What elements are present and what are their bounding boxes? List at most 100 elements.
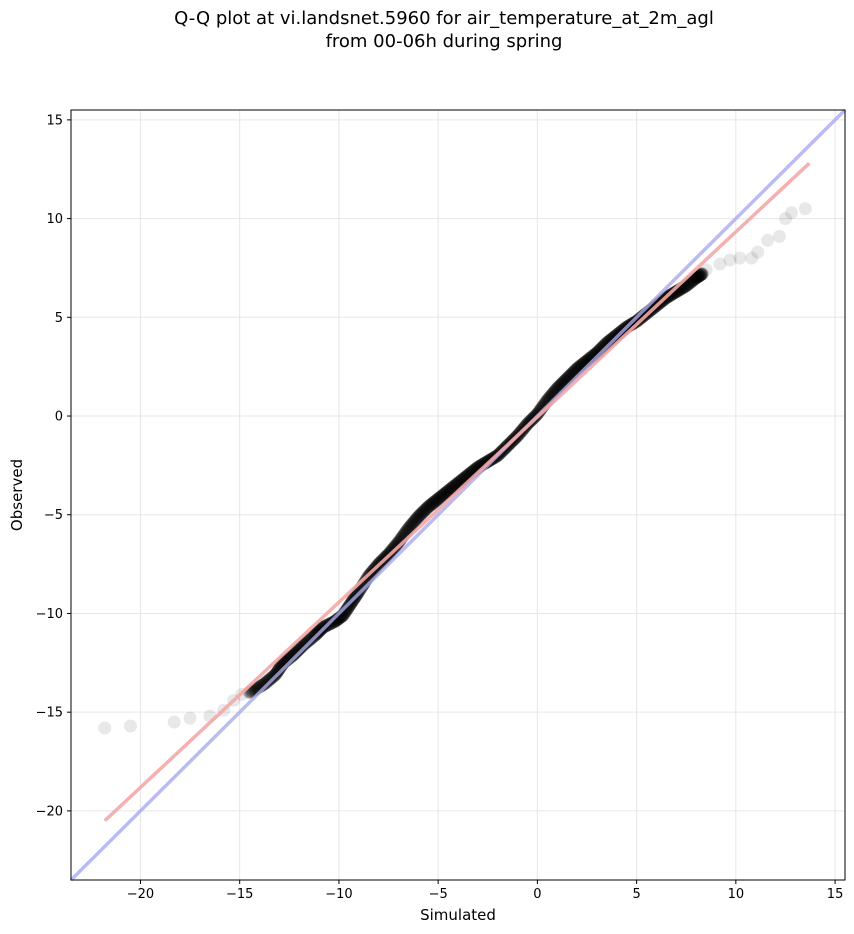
qq-point	[691, 270, 705, 284]
qq-point	[293, 641, 307, 655]
qq-point	[419, 502, 433, 516]
y-tick-label: −20	[36, 804, 63, 819]
x-tick-label: 5	[632, 887, 640, 902]
qq-point	[592, 344, 606, 358]
qq-point-faint	[773, 229, 787, 243]
x-axis-label: Simulated	[420, 906, 496, 924]
qq-point	[421, 500, 435, 514]
qq-point	[599, 337, 613, 351]
reference-lines	[69, 108, 847, 882]
qq-point-faint	[723, 253, 737, 267]
fit-line	[103, 162, 811, 823]
qq-point	[432, 491, 446, 505]
qq-point	[666, 286, 680, 300]
qq-point-faint	[778, 212, 792, 226]
qq-point	[272, 663, 286, 677]
qq-point	[289, 645, 303, 659]
grid-lines	[71, 110, 845, 880]
qq-point	[288, 646, 302, 660]
qq-point	[301, 634, 315, 648]
qq-point-faint	[798, 202, 812, 216]
qq-point	[597, 339, 611, 353]
qq-point	[412, 509, 426, 523]
qq-point	[438, 486, 452, 500]
qq-point-faint	[745, 251, 759, 265]
qq-point	[326, 616, 340, 630]
qq-point	[431, 492, 445, 506]
qq-point-faint	[699, 263, 713, 277]
x-tick-label: 15	[827, 887, 844, 902]
qq-point-faint	[98, 721, 112, 735]
y-tick-label: −10	[36, 607, 63, 622]
qq-point	[300, 635, 314, 649]
qq-point	[387, 541, 400, 555]
qq-point-faint	[733, 251, 747, 265]
qq-point	[297, 637, 311, 651]
qq-point	[595, 341, 609, 355]
qq-point	[305, 631, 319, 645]
qq-point	[402, 520, 416, 534]
qq-point	[688, 272, 702, 286]
qq-point	[411, 510, 425, 524]
qq-point	[695, 267, 709, 281]
qq-point	[341, 600, 355, 614]
x-tick-label: −10	[325, 887, 352, 902]
qq-point	[299, 636, 313, 650]
qq-point	[427, 495, 441, 509]
qq-point	[437, 487, 451, 501]
qq-point	[429, 494, 443, 508]
qq-point	[602, 334, 616, 348]
qq-point-faint	[167, 715, 181, 729]
qq-point	[327, 615, 341, 629]
qq-point	[387, 540, 401, 554]
qq-point	[689, 271, 703, 285]
qq-point	[271, 664, 285, 678]
qq-point	[440, 485, 454, 499]
qq-point	[693, 268, 707, 282]
x-tick-label: −20	[127, 887, 154, 902]
x-tick-label: 0	[533, 887, 541, 902]
qq-point	[386, 542, 400, 556]
qq-point	[442, 483, 456, 497]
qq-point	[444, 482, 458, 496]
qq-point	[433, 490, 447, 504]
y-axis-label: Observed	[8, 459, 26, 531]
y-tick-label: 5	[55, 311, 63, 326]
qq-point	[601, 335, 615, 349]
y-tick-label: 0	[55, 410, 63, 425]
chart-title-line-1: Q-Q plot at vi.landsnet.5960 for air_tem…	[174, 8, 714, 29]
qq-point	[302, 633, 316, 647]
qq-point	[665, 287, 679, 301]
qq-point	[270, 665, 284, 679]
qq-point	[628, 315, 642, 329]
chart-title-line-2: from 00-06h during spring	[325, 31, 563, 52]
qq-point	[286, 648, 300, 662]
qq-point	[389, 538, 403, 552]
qq-point	[603, 334, 617, 348]
qq-point	[593, 343, 607, 357]
qq-point	[295, 639, 309, 653]
qq-point-faint	[183, 711, 197, 725]
qq-point	[328, 614, 342, 628]
qq-point	[598, 338, 612, 352]
qq-point	[342, 599, 356, 613]
qq-point-faint	[751, 245, 765, 259]
qq-point	[265, 671, 279, 685]
qq-point	[414, 507, 428, 521]
qq-point	[401, 522, 415, 536]
qq-point	[596, 340, 610, 354]
qq-point	[303, 632, 317, 646]
qq-point	[403, 519, 417, 533]
qq-point	[264, 672, 278, 686]
x-tick-label: 10	[728, 887, 745, 902]
qq-point	[423, 498, 437, 512]
qq-point	[604, 333, 618, 347]
qq-point	[690, 270, 704, 284]
qq-point	[420, 501, 434, 515]
qq-point	[272, 662, 286, 676]
qq-point	[260, 675, 274, 689]
qq-point	[416, 505, 430, 519]
axis-ticks: −20 −15 −10 −5 0 5 10 15 −20 −15 −10 −5 0 5 10 15	[36, 113, 844, 902]
qq-point	[415, 506, 429, 520]
